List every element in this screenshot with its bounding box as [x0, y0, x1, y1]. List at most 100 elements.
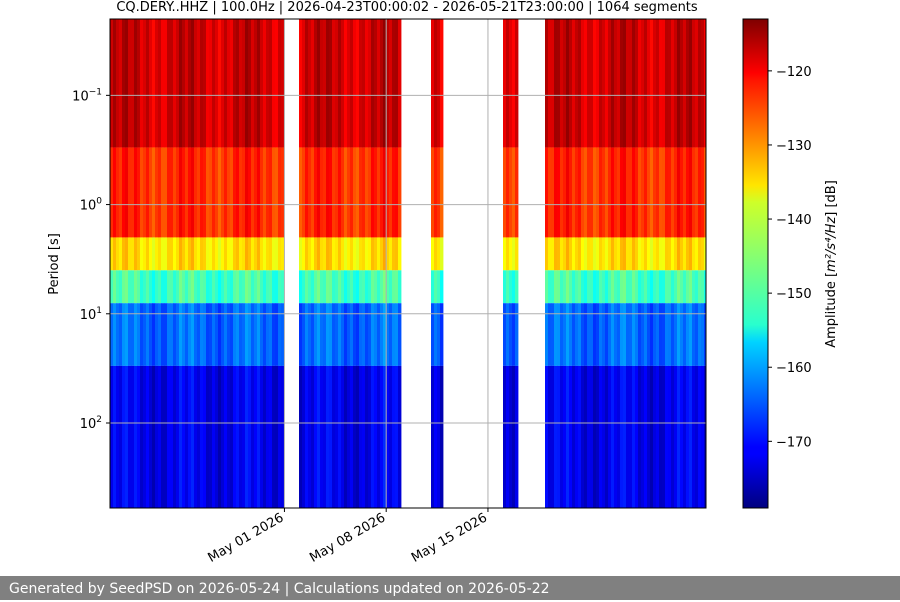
heatmap-cell — [395, 365, 399, 508]
heatmap-cell — [593, 147, 597, 238]
heatmap-cell — [686, 19, 690, 148]
heatmap-cell — [353, 270, 357, 304]
heatmap-cell — [383, 237, 387, 271]
heatmap-cell — [572, 19, 576, 148]
heatmap-cell — [119, 270, 123, 304]
heatmap-cell — [683, 19, 687, 148]
heatmap-cell — [233, 270, 237, 304]
heatmap-cell — [368, 147, 372, 238]
heatmap-cell — [686, 237, 690, 271]
heatmap-cell — [209, 303, 213, 366]
heatmap-cell — [380, 147, 384, 238]
heatmap-cell — [173, 303, 177, 366]
heatmap-cell — [683, 365, 687, 508]
heatmap-cell — [581, 19, 585, 148]
heatmap-cell — [137, 365, 141, 508]
heatmap-cell — [188, 147, 192, 238]
heatmap-cell — [323, 147, 327, 238]
heatmap-cell — [509, 270, 513, 304]
heatmap-cell — [635, 270, 639, 304]
heatmap-cell — [332, 365, 336, 508]
heatmap-cell — [563, 303, 567, 366]
heatmap-cell — [584, 147, 588, 238]
heatmap-cell — [200, 303, 204, 366]
heatmap-cell — [374, 237, 378, 271]
heatmap-cell — [320, 19, 324, 148]
heatmap-cell — [575, 365, 579, 508]
heatmap-cell — [638, 270, 642, 304]
heatmap-cell — [695, 270, 699, 304]
heatmap-cell — [146, 303, 150, 366]
heatmap-cell — [167, 303, 171, 366]
heatmap-cell — [383, 147, 387, 238]
heatmap-cell — [272, 237, 276, 271]
heatmap-cell — [431, 270, 435, 304]
heatmap-cell — [665, 237, 669, 271]
heatmap-cell — [275, 237, 279, 271]
heatmap-cell — [119, 365, 123, 508]
heatmap-cell — [110, 147, 114, 238]
heatmap-cell — [137, 147, 141, 238]
heatmap-cell — [593, 237, 597, 271]
heatmap-cell — [668, 303, 672, 366]
heatmap-cell — [389, 147, 393, 238]
heatmap-cell — [137, 270, 141, 304]
heatmap-cell — [575, 147, 579, 238]
heatmap-cell — [299, 237, 303, 271]
heatmap-cell — [116, 365, 120, 508]
x-axis: May 01 2026 May 08 2026 May 15 2026 — [206, 508, 490, 566]
heatmap-cell — [347, 147, 351, 238]
heatmap-cell — [506, 270, 510, 304]
heatmap-cell — [356, 270, 360, 304]
heatmap-cell — [674, 237, 678, 271]
heatmap-cell — [350, 365, 354, 508]
heatmap-cell — [650, 303, 654, 366]
heatmap-cell — [551, 270, 555, 304]
heatmap-cell — [176, 270, 180, 304]
heatmap-cell — [266, 19, 270, 148]
heatmap-cell — [281, 270, 285, 304]
heatmap-cell — [245, 19, 249, 148]
y-axis: 10−1 100 101 102 — [72, 87, 110, 432]
heatmap-cell — [356, 19, 360, 148]
heatmap-cell — [653, 19, 657, 148]
heatmap-cell — [251, 147, 255, 238]
heatmap-cell — [320, 147, 324, 238]
heatmap-cell — [695, 365, 699, 508]
heatmap-cell — [692, 365, 696, 508]
heatmap-cell — [665, 303, 669, 366]
heatmap-cell — [548, 147, 552, 238]
heatmap-cell — [146, 237, 150, 271]
heatmap-cell — [143, 270, 147, 304]
heatmap-cell — [278, 303, 282, 366]
heatmap-cell — [161, 19, 165, 148]
heatmap-cell — [437, 270, 441, 304]
heatmap-cell — [254, 19, 258, 148]
heatmap-cell — [317, 270, 321, 304]
heatmap-cell — [281, 19, 285, 148]
heatmap-cell — [590, 19, 594, 148]
heatmap-cell — [440, 237, 444, 271]
heatmap-cell — [164, 19, 168, 148]
heatmap-cell — [689, 270, 693, 304]
heatmap-cell — [569, 147, 573, 238]
heatmap-cell — [683, 237, 687, 271]
heatmap-cell — [326, 303, 330, 366]
heatmap-cell — [203, 237, 207, 271]
heatmap-cell — [590, 270, 594, 304]
heatmap-cell — [191, 303, 195, 366]
heatmap-cell — [203, 147, 207, 238]
heatmap-cell — [689, 147, 693, 238]
heatmap-cell — [362, 303, 366, 366]
heatmap-cell — [314, 147, 318, 238]
heatmap-cell — [302, 270, 306, 304]
heatmap-cell — [692, 303, 696, 366]
heatmap-cell — [122, 147, 126, 238]
heatmap-cell — [650, 147, 654, 238]
heatmap-cell — [611, 147, 615, 238]
heatmap-cell — [116, 303, 120, 366]
heatmap-cell — [377, 270, 381, 304]
heatmap-cell — [332, 303, 336, 366]
heatmap-cell — [308, 237, 312, 271]
heatmap-cell — [281, 303, 285, 366]
